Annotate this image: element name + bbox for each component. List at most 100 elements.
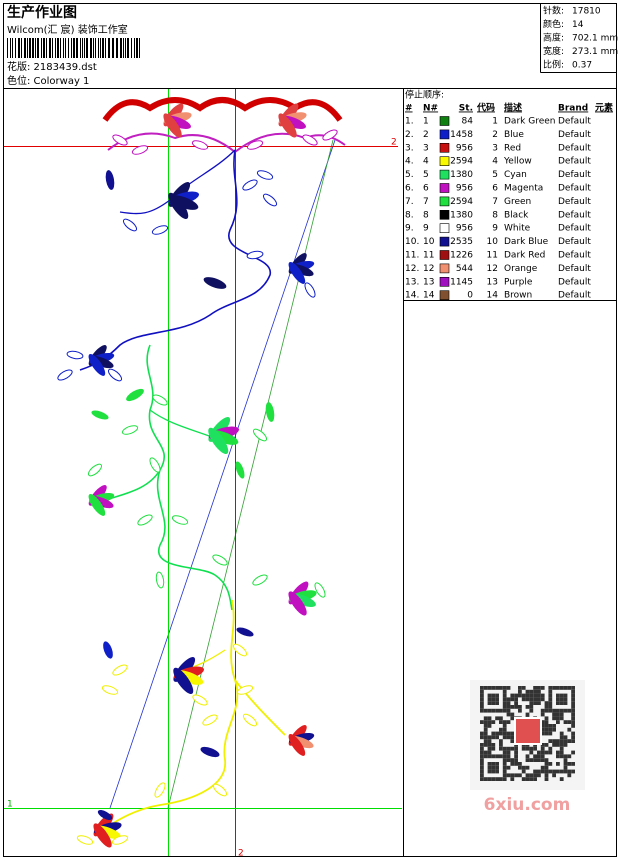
- barcode-bar: [32, 38, 34, 58]
- qr-module: [525, 697, 530, 702]
- qr-module: [525, 705, 530, 709]
- qr-module: [571, 735, 575, 740]
- qr-module: [502, 773, 507, 778]
- studio: Wilcom(汇 宸) 装饰工作室: [7, 23, 128, 36]
- qr-module: [480, 762, 484, 766]
- needle: 14: [423, 291, 435, 301]
- barcode-bar: [65, 38, 66, 58]
- row-number: 6.: [405, 184, 414, 194]
- brand: Default: [558, 130, 591, 140]
- design-area: 2 2 1 6xiu.com: [4, 89, 585, 859]
- color-swatch: [439, 210, 450, 220]
- qr-module: [563, 769, 568, 774]
- qr-module: [537, 697, 541, 702]
- barcode-bar: [76, 38, 78, 58]
- qr-module: [544, 705, 549, 709]
- barcode-bar: [41, 38, 42, 58]
- qr-module: [502, 705, 507, 709]
- column-header: 描述: [504, 102, 522, 114]
- qr-module: [529, 773, 534, 778]
- qr-module: [559, 731, 564, 736]
- qr-module: [499, 746, 503, 751]
- qr-module: [514, 701, 518, 705]
- qr-module: [556, 697, 560, 702]
- qr-module: [563, 697, 568, 702]
- barcode-bar: [46, 38, 47, 58]
- qr-module: [483, 777, 488, 781]
- qr-module: [480, 746, 484, 751]
- guide-label: 2: [391, 138, 397, 148]
- leaf: [88, 493, 106, 516]
- qr-module: [518, 708, 522, 713]
- qr-module: [571, 769, 575, 774]
- qr-module: [502, 686, 507, 690]
- code: 2: [492, 130, 498, 140]
- qr-module: [548, 746, 553, 751]
- barcode-bar: [73, 38, 75, 58]
- qr-module: [480, 754, 484, 759]
- qr-module: [567, 754, 572, 759]
- description: Black: [504, 210, 529, 220]
- qr-module: [495, 693, 499, 698]
- qr-module: [487, 693, 492, 698]
- color-swatch: [439, 276, 450, 287]
- code: 3: [492, 143, 498, 153]
- qr-module: [502, 731, 507, 736]
- leaf: [154, 782, 166, 798]
- qr-module: [514, 773, 518, 778]
- qr-module: [487, 754, 492, 759]
- info-label: 比例:: [543, 59, 564, 71]
- qr-module: [502, 689, 507, 694]
- description: Blue: [504, 130, 524, 140]
- qr-module: [552, 773, 556, 778]
- barcode-bar: [116, 38, 118, 58]
- qr-module: [480, 735, 484, 740]
- qr-module: [480, 731, 484, 736]
- description: Yellow: [503, 157, 532, 167]
- qr-module: [544, 743, 549, 747]
- qr-module: [506, 758, 511, 762]
- qr-module: [559, 754, 564, 759]
- qr-module: [559, 693, 564, 698]
- qr-module: [502, 777, 507, 781]
- leaf: [66, 350, 84, 360]
- qr-module: [533, 697, 537, 702]
- qr-module: [506, 773, 511, 778]
- brand: Default: [558, 117, 591, 127]
- barcode-bar: [57, 38, 59, 58]
- info-label: 针数:: [543, 5, 564, 17]
- color-swatch: [439, 223, 450, 233]
- qr-module: [480, 758, 484, 762]
- barcode-bar: [105, 38, 106, 58]
- qr-module: [499, 716, 503, 721]
- leaf: [171, 515, 189, 525]
- qr-module: [533, 754, 537, 759]
- qr-module: [499, 731, 503, 736]
- qr-module: [548, 739, 553, 743]
- qr-module: [483, 716, 488, 721]
- qr-module: [540, 769, 545, 774]
- brand: Default: [558, 264, 591, 274]
- color-swatch: [439, 236, 450, 247]
- qr-module: [521, 693, 526, 698]
- qr-module: [556, 708, 560, 713]
- qr-module: [556, 754, 560, 759]
- qr-module: [571, 701, 575, 705]
- qr-module: [529, 777, 534, 781]
- qr-module: [537, 758, 541, 762]
- leaf: [168, 192, 189, 220]
- leaf: [235, 461, 245, 479]
- qr-module: [540, 724, 545, 728]
- qr-module: [529, 705, 534, 709]
- needle: 9: [423, 224, 429, 234]
- brand: Default: [558, 170, 591, 180]
- leaf: [212, 783, 228, 797]
- stitches: 2594: [450, 157, 473, 167]
- leaf: [155, 571, 165, 589]
- brand: Default: [558, 277, 591, 287]
- qr-module: [510, 735, 515, 740]
- qr-module: [571, 731, 575, 736]
- qr-module: [571, 689, 575, 694]
- qr-module: [544, 762, 549, 766]
- qr-module: [567, 720, 572, 724]
